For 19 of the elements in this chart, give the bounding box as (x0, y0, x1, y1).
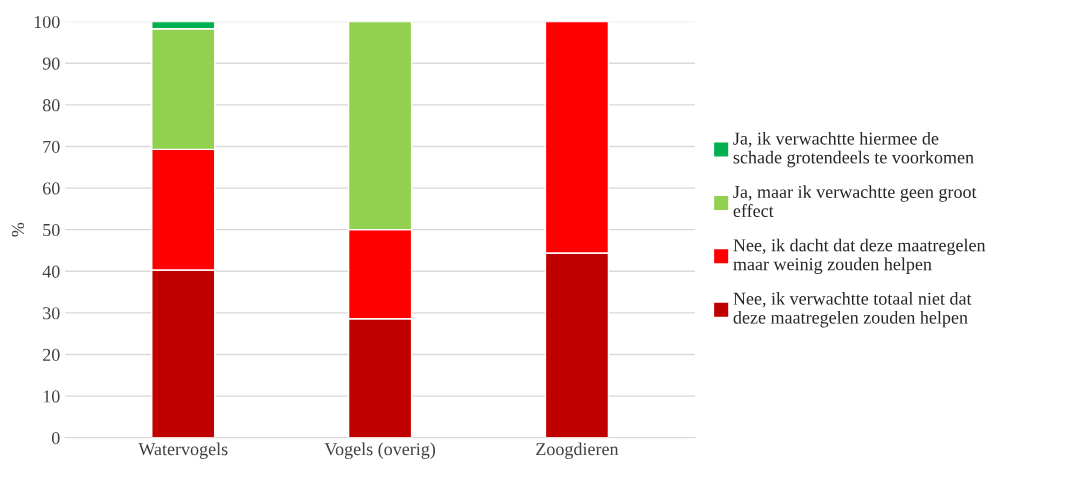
y-tick-label: 100 (34, 15, 60, 29)
x-tick-label: Zoogdieren (536, 442, 619, 459)
y-tick-label: 70 (43, 140, 60, 153)
y-tick-label: 30 (43, 307, 60, 320)
legend-label: Nee, ik dacht dat deze maatregelen maar weinig zouden helpen (733, 238, 986, 275)
y-tick-label: 20 (43, 348, 60, 361)
legend-label: Ja, ik verwachtte hiermee de schade grotendeels te voorkomen (733, 131, 974, 168)
y-tick-label: 10 (43, 390, 60, 403)
y-axis-title: % (11, 222, 25, 237)
x-tick-label: Watervogels (138, 442, 228, 459)
y-tick-label: 80 (42, 99, 60, 112)
y-tick-label: 0 (51, 431, 60, 445)
legend-label: Nee, ik verwachtte totaal niet dat deze maatregelen zouden helpen (733, 292, 972, 328)
x-tick-label: Vogels (overig) (324, 442, 436, 459)
y-tick-label: 90 (42, 57, 60, 70)
y-tick-label: 60 (43, 182, 60, 195)
y-tick-label: 40 (42, 265, 60, 278)
y-tick-label: 50 (43, 223, 60, 237)
legend-label: Ja, maar ik verwachtte geen groot effect (733, 185, 977, 217)
